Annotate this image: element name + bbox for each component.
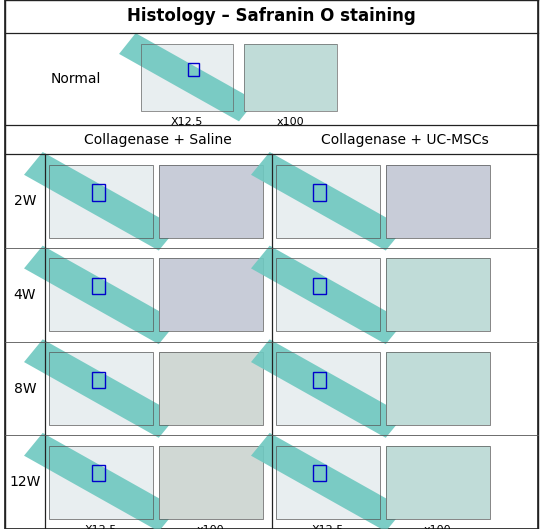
Text: x100: x100 (424, 525, 452, 529)
Text: x100: x100 (197, 525, 225, 529)
Text: 12W: 12W (9, 475, 41, 489)
Bar (276, 258, 380, 332)
Bar (313, 372, 326, 388)
Bar (49, 165, 153, 238)
Bar (386, 352, 490, 425)
Text: 2W: 2W (14, 194, 36, 208)
Text: x100: x100 (277, 117, 304, 127)
Bar (159, 165, 263, 238)
Bar (159, 445, 263, 519)
Bar (386, 165, 490, 238)
Bar (49, 258, 153, 332)
Polygon shape (24, 433, 178, 529)
Polygon shape (24, 339, 178, 438)
Text: Histology – Safranin O staining: Histology – Safranin O staining (127, 7, 416, 25)
Bar (92, 185, 105, 200)
Bar (276, 352, 380, 425)
Bar (159, 352, 263, 425)
Text: 8W: 8W (14, 381, 36, 396)
Bar (276, 445, 380, 519)
Bar (386, 352, 490, 425)
Bar (244, 44, 337, 111)
Bar (386, 258, 490, 332)
Bar (313, 466, 326, 481)
Bar (313, 185, 326, 200)
Text: Collagenase + Saline: Collagenase + Saline (84, 133, 232, 147)
Polygon shape (251, 433, 405, 529)
Polygon shape (251, 339, 405, 438)
Bar (276, 445, 380, 519)
Bar (159, 445, 263, 519)
Text: Collagenase + UC-MSCs: Collagenase + UC-MSCs (321, 133, 488, 147)
Bar (276, 165, 380, 238)
Bar (49, 258, 153, 332)
Bar (276, 258, 380, 332)
Bar (276, 165, 380, 238)
Bar (276, 352, 380, 425)
Bar (159, 352, 263, 425)
Bar (49, 165, 153, 238)
Text: 4W: 4W (14, 288, 36, 302)
Bar (141, 44, 233, 111)
Polygon shape (24, 245, 178, 344)
Bar (92, 278, 105, 294)
Text: X12.5: X12.5 (171, 117, 204, 127)
Bar (386, 165, 490, 238)
Text: X12.5: X12.5 (312, 525, 344, 529)
Polygon shape (119, 33, 256, 121)
Bar (159, 258, 263, 332)
Bar (92, 466, 105, 481)
Polygon shape (251, 152, 405, 251)
Bar (49, 445, 153, 519)
Bar (386, 445, 490, 519)
Bar (49, 445, 153, 519)
Bar (386, 258, 490, 332)
Bar (92, 372, 105, 388)
Bar (386, 445, 490, 519)
Bar (313, 278, 326, 294)
Bar (159, 258, 263, 332)
Bar (188, 62, 199, 76)
Polygon shape (251, 245, 405, 344)
Text: X12.5: X12.5 (85, 525, 117, 529)
Polygon shape (24, 152, 178, 251)
Bar (159, 165, 263, 238)
Bar (49, 352, 153, 425)
Bar (141, 44, 233, 111)
Bar (49, 352, 153, 425)
Text: Normal: Normal (51, 72, 101, 86)
Bar (244, 44, 337, 111)
